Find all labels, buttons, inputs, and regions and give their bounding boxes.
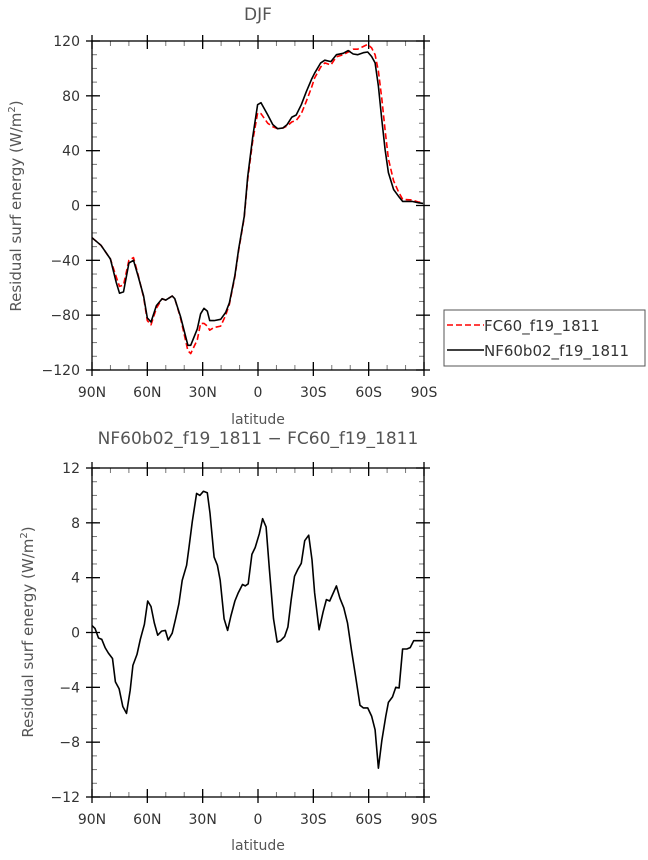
series-lines <box>91 43 424 355</box>
y-tick-label: −12 <box>50 790 80 806</box>
x-tick-label: 30N <box>189 812 217 828</box>
legend: FC60_f19_1811 NF60b02_f19_1811 <box>443 309 646 367</box>
y-axis-label-sup: 2 <box>7 106 18 112</box>
x-tick-label: 30N <box>189 385 217 401</box>
legend-label-fc60: FC60_f19_1811 <box>484 317 600 336</box>
x-tick-label: 60S <box>355 385 382 401</box>
y-axis-label-end: ) <box>19 526 37 532</box>
legend-label-nf60b02: NF60b02_f19_1811 <box>484 342 629 361</box>
x-tick-label: 30S <box>300 385 327 401</box>
y-axis-label-sup: 2 <box>19 532 30 538</box>
y-tick-label: −4 <box>59 680 80 696</box>
x-tick-label: 30S <box>300 812 327 828</box>
y-axis-label-main: Residual surf energy (W/m <box>7 113 25 312</box>
y-axis-label-end: ) <box>7 100 25 106</box>
x-tick-label: 90S <box>411 385 438 401</box>
x-tick-label: 60N <box>133 812 161 828</box>
chart-title: NF60b02_f19_1811 − FC60_f19_1811 <box>98 429 419 449</box>
x-tick-label: 90N <box>78 385 106 401</box>
chart-title: DJF <box>244 5 272 25</box>
y-tick-label: 0 <box>71 199 80 215</box>
y-axis-label: Residual surf energy (W/m2) <box>7 100 25 311</box>
y-tick-label: 8 <box>71 516 80 532</box>
x-tick-label: 0 <box>254 385 263 401</box>
y-tick-label: 40 <box>62 144 80 160</box>
x-axis-label: latitude <box>231 838 285 854</box>
y-tick-label: 4 <box>71 571 80 587</box>
x-tick-label: 90N <box>78 812 106 828</box>
x-tick-label: 60S <box>355 812 382 828</box>
series-line-fc60-f19-1811 <box>91 43 424 355</box>
y-tick-label: −120 <box>42 363 80 379</box>
y-axis-label: Residual surf energy (W/m2) <box>19 526 37 737</box>
axes: −120 −80 −40 0 40 80 120 90N 60N 30N 0 30S 60S 90S <box>42 34 438 401</box>
y-axis-label-main: Residual surf energy (W/m <box>19 539 37 738</box>
top-chart: DJF Residual surf energy (W/m2) latitude… <box>7 5 437 428</box>
y-tick-label: 120 <box>53 34 80 50</box>
x-tick-label: 90S <box>411 812 438 828</box>
y-tick-label: 0 <box>71 626 80 642</box>
plot-frame <box>91 40 425 371</box>
plot-frame <box>91 467 425 798</box>
x-tick-label: 0 <box>254 812 263 828</box>
y-tick-label: −8 <box>59 735 80 751</box>
y-tick-label: −80 <box>50 308 80 324</box>
axes: −12 −8 −4 0 4 8 12 90N 60N 30N 0 30S 60S 90S <box>50 461 437 828</box>
y-tick-label: 80 <box>62 89 80 105</box>
legend-box <box>443 309 646 367</box>
y-tick-label: −40 <box>50 253 80 269</box>
x-axis-label: latitude <box>231 412 285 428</box>
series-line-difference <box>91 490 424 770</box>
series-lines <box>91 490 424 770</box>
y-tick-label: 12 <box>62 461 80 477</box>
x-tick-label: 60N <box>133 385 161 401</box>
series-line-nf60b02-f19-1811 <box>91 49 424 347</box>
bottom-chart: NF60b02_f19_1811 − FC60_f19_1811 Residua… <box>19 429 437 854</box>
